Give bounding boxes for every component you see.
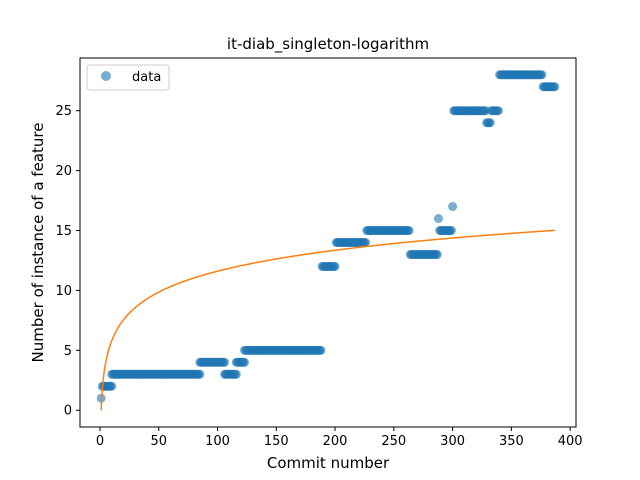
data-point [231, 369, 241, 379]
data-point [433, 214, 443, 224]
fit-line [100, 229, 555, 411]
data-point [446, 226, 456, 236]
y-tick-label: 0 [64, 404, 72, 419]
y-axis-title: Number of instance of a feature [29, 123, 47, 363]
x-tick-label: 50 [150, 434, 167, 449]
x-tick-label: 400 [558, 434, 583, 449]
data-point [195, 369, 205, 379]
x-axis-title: Commit number [267, 454, 390, 472]
y-tick-label: 15 [55, 224, 72, 239]
y-tick-label: 10 [55, 284, 72, 299]
x-tick-label: 350 [499, 434, 524, 449]
x-tick-label: 150 [264, 434, 289, 449]
data-point [361, 238, 371, 247]
x-tick-label: 250 [381, 434, 406, 449]
axis-ticks: 0 50 100 150 200 250 300 350 400 0 5 10 15 20 25 [55, 104, 582, 449]
legend: data [86, 64, 170, 91]
y-tick-label: 25 [55, 104, 72, 119]
data-point [107, 381, 117, 391]
data-point [550, 82, 560, 92]
x-tick-label: 300 [440, 434, 465, 449]
data-point [537, 70, 547, 80]
data-point [330, 261, 340, 271]
plot-frame [79, 57, 577, 428]
legend-label-data: data [132, 70, 161, 85]
y-tick-label: 20 [55, 164, 72, 179]
data-point [485, 118, 495, 128]
data-point [448, 202, 458, 212]
data-layer [96, 70, 560, 411]
x-tick-label: 100 [205, 434, 230, 449]
chart-title: it-diab_singleton-logarithm [227, 35, 429, 54]
data-point [240, 357, 250, 367]
legend-marker-data [101, 71, 111, 81]
x-tick-label: 0 [96, 434, 104, 449]
x-tick-label: 200 [323, 434, 348, 449]
data-point [316, 345, 326, 355]
data-point [432, 249, 442, 259]
data-point [404, 226, 414, 236]
data-point [220, 357, 230, 367]
data-point [493, 106, 503, 116]
y-tick-label: 5 [64, 344, 72, 359]
